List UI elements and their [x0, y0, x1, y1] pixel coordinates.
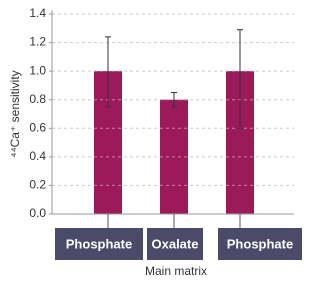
x-tick-label: Phosphate — [66, 236, 132, 251]
error-bar — [105, 36, 111, 108]
chart: Main matrix ⁴⁴Ca⁺ sensitivity 0.0 0.2 0.4 0… — [8, 6, 302, 278]
x-tick-label: Phosphate — [227, 236, 293, 251]
y-tick-label: 0.4 — [29, 149, 46, 163]
grid-overlay — [94, 71, 254, 186]
category-box — [55, 228, 143, 260]
y-tick-label: 1.2 — [29, 35, 46, 49]
y-tick-label: 1.0 — [29, 63, 46, 77]
y-tick-label: 1.4 — [29, 6, 46, 20]
y-tick-label: 0.6 — [29, 120, 46, 134]
x-tick-label: Oxalate — [152, 236, 199, 251]
bar — [160, 99, 188, 214]
y-tick-label: 0.8 — [29, 92, 46, 106]
y-axis-label: ⁴⁴Ca⁺ sensitivity — [8, 70, 22, 157]
y-tick-label: 0.0 — [29, 206, 46, 220]
x-axis-label: Main matrix — [145, 264, 207, 278]
category-box — [147, 228, 203, 260]
y-tick-label: 0.2 — [29, 178, 46, 192]
error-bar — [171, 92, 177, 108]
error-bar — [237, 29, 243, 129]
bars — [94, 71, 254, 215]
category-box — [218, 228, 302, 260]
